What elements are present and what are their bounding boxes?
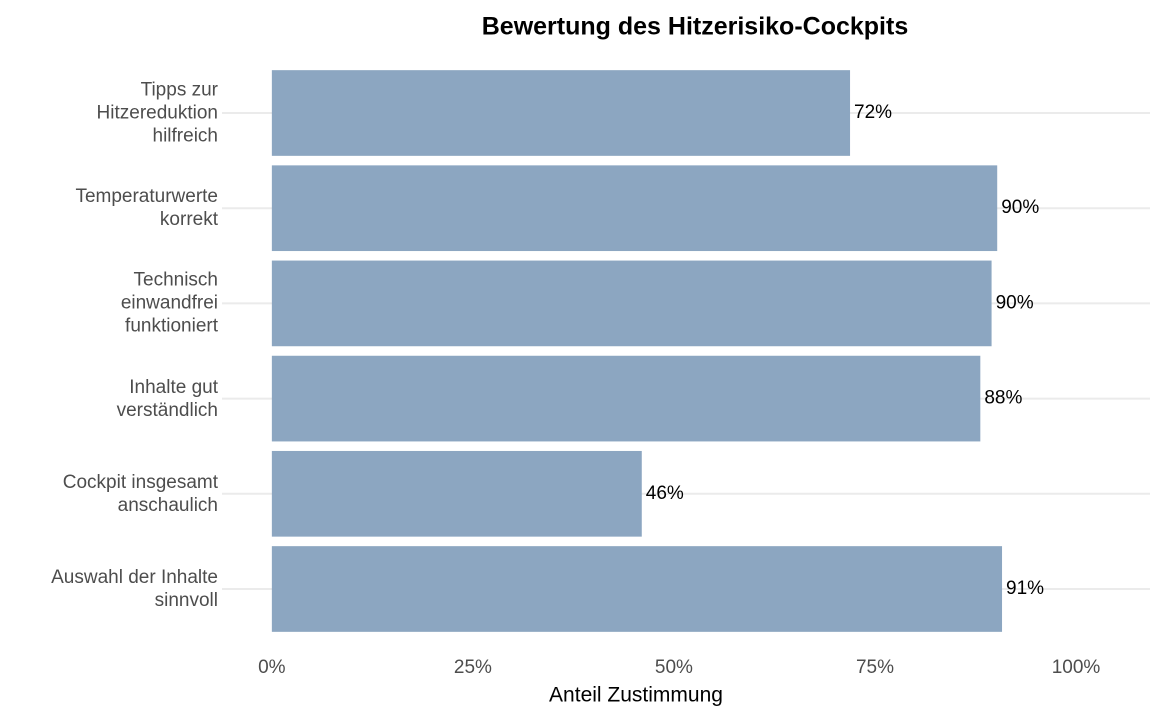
data-label: 90% <box>1001 197 1039 218</box>
y-tick-label: Tipps zur Hitzereduktion hilfreich <box>96 79 218 147</box>
bar <box>271 450 642 537</box>
bar <box>271 260 992 347</box>
bar <box>271 165 998 252</box>
y-tick-label: Technisch einwandfrei funktioniert <box>120 269 218 337</box>
x-tick-label: 100% <box>1052 657 1101 678</box>
x-tick-label: 75% <box>856 657 894 678</box>
x-tick-label: 0% <box>258 657 286 678</box>
x-tick-label: 50% <box>655 657 693 678</box>
x-axis-title: Anteil Zustimmung <box>549 684 723 707</box>
data-label: 91% <box>1006 578 1044 599</box>
y-tick-label: Temperaturwerte korrekt <box>75 186 218 231</box>
y-tick-label: Inhalte gut verständlich <box>116 376 218 421</box>
x-tick-label: 25% <box>454 657 492 678</box>
data-label: 72% <box>854 102 892 123</box>
y-tick-label: Cockpit insgesamt anschaulich <box>62 471 218 516</box>
data-label: 46% <box>646 483 684 504</box>
chart-title: Bewertung des Hitzerisiko-Cockpits <box>482 13 908 41</box>
y-tick-label: Auswahl der Inhalte sinnvoll <box>51 567 218 611</box>
bar <box>271 546 1003 632</box>
bar <box>271 70 851 156</box>
data-label: 90% <box>996 292 1034 313</box>
bar <box>271 355 981 442</box>
data-label: 88% <box>984 388 1022 409</box>
